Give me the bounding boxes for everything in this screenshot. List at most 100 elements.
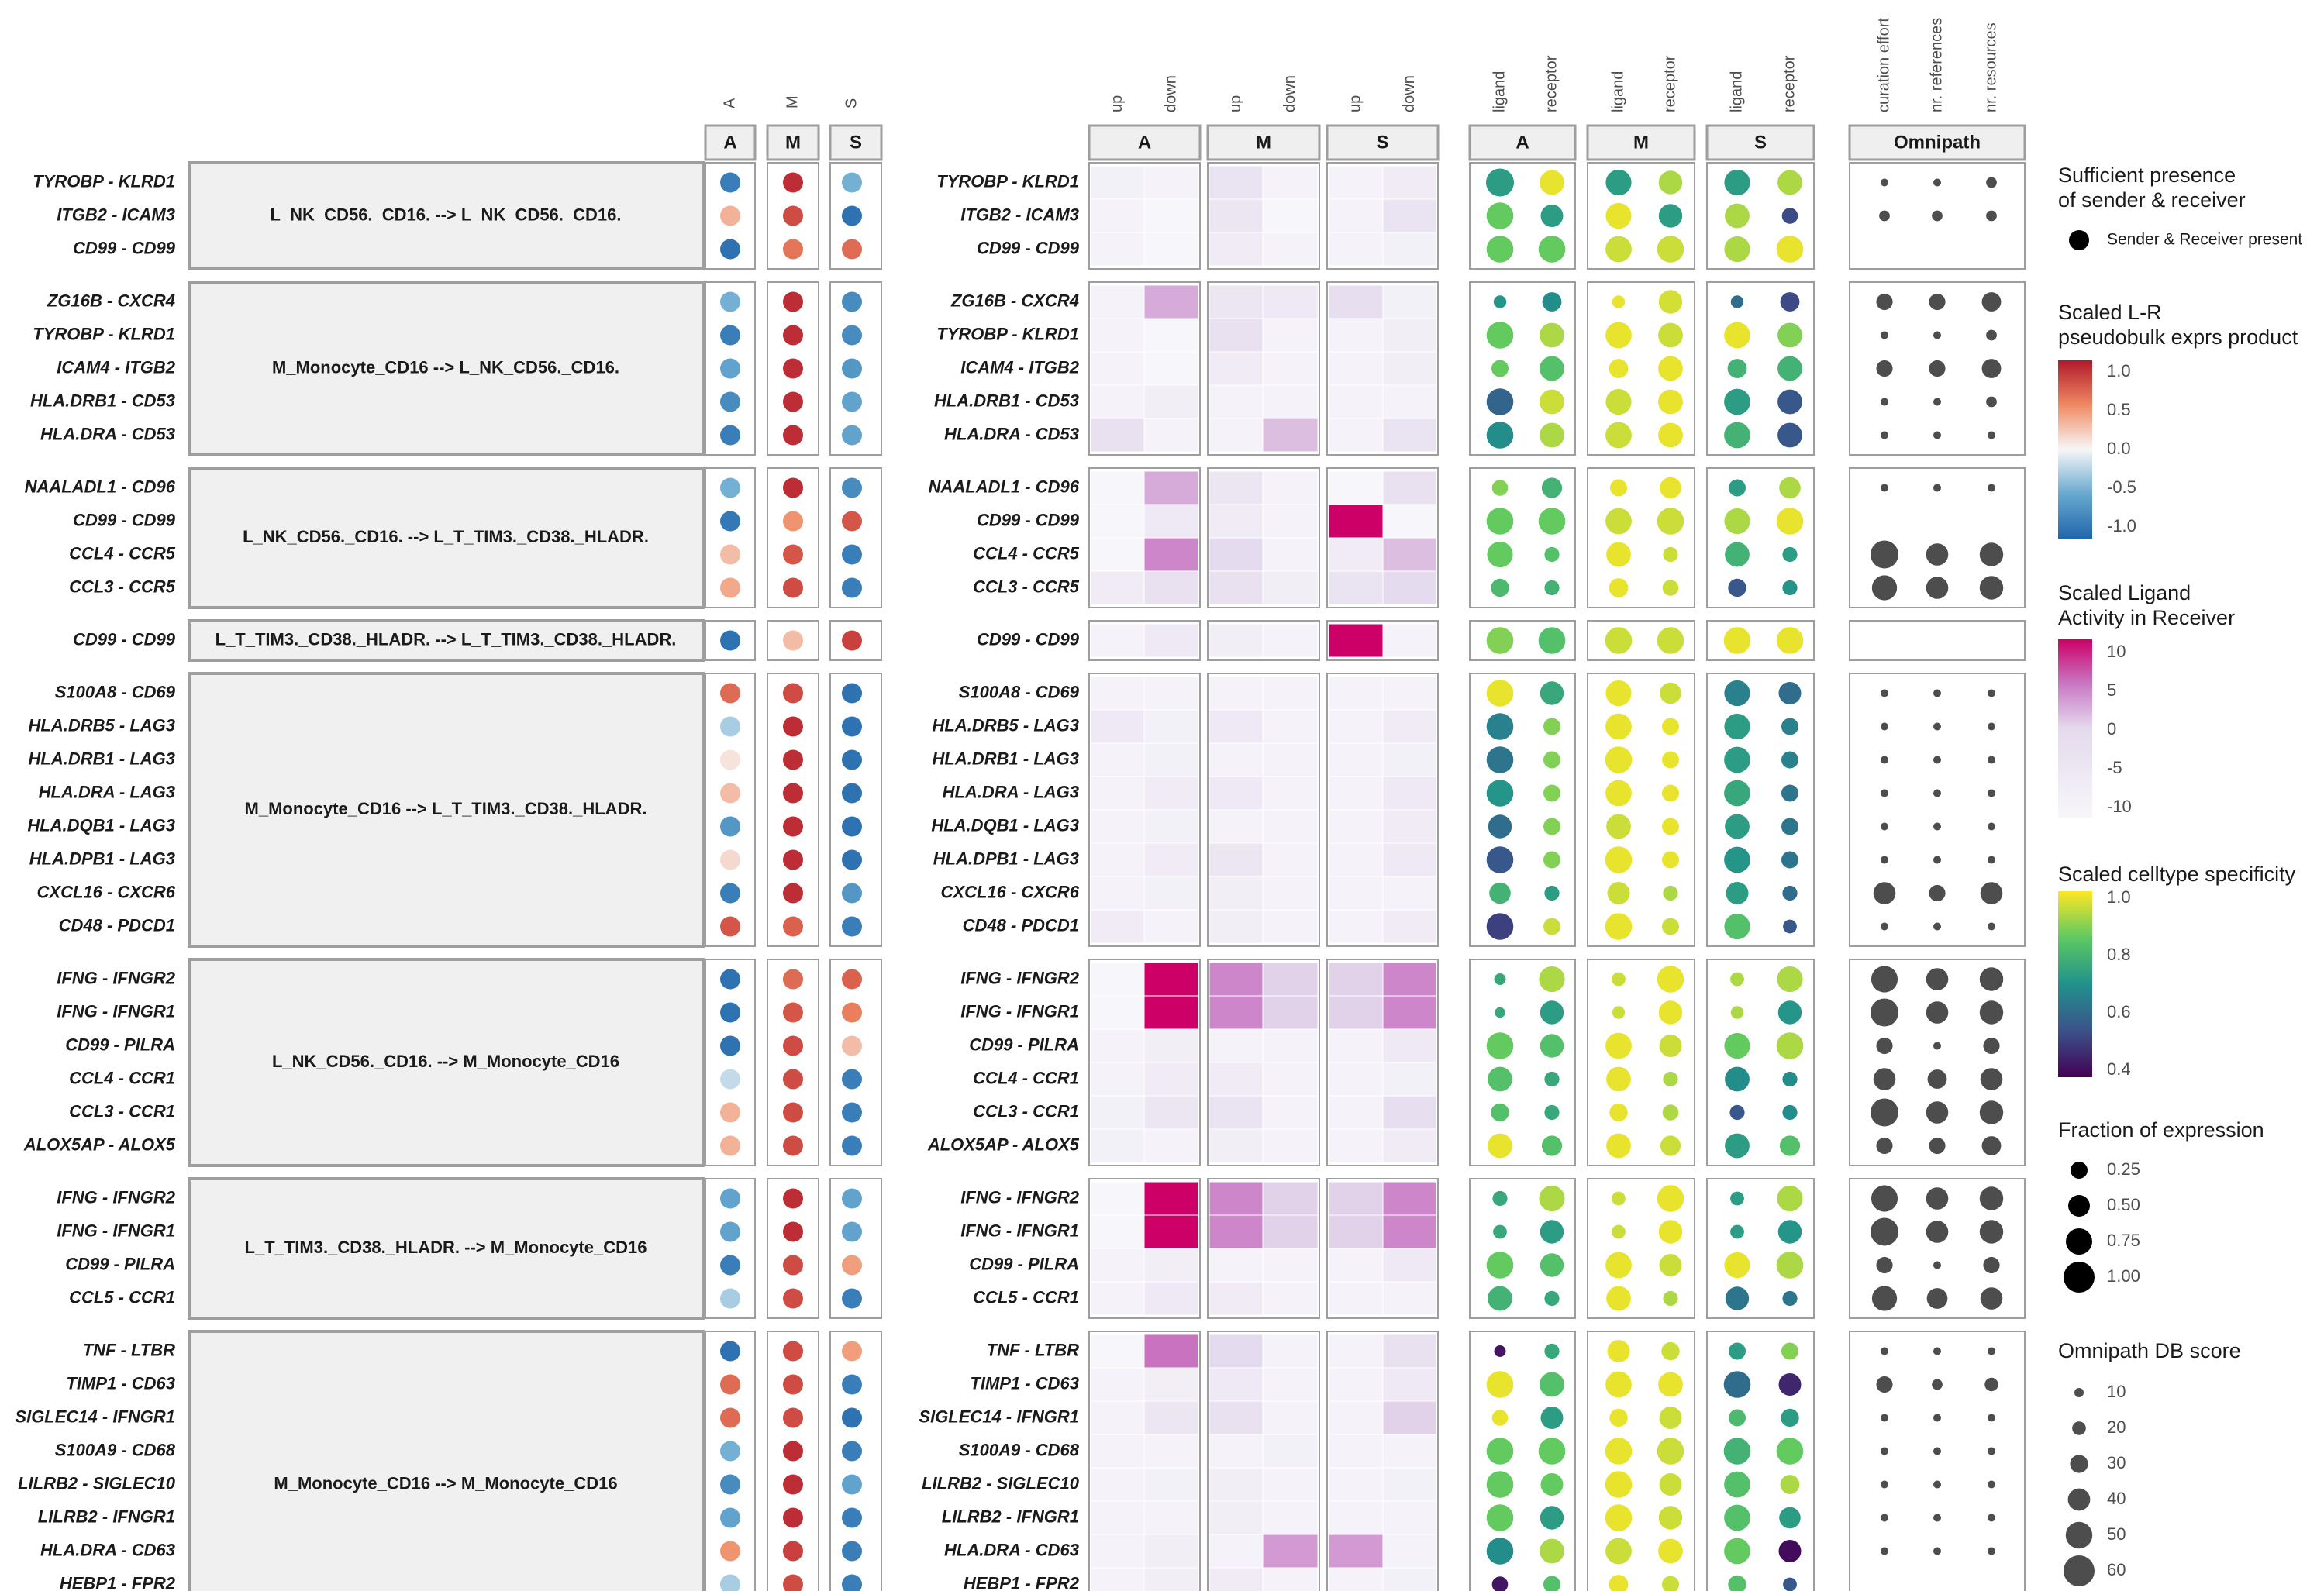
lr-pair-label-left: CD99 - CD99 xyxy=(73,238,176,257)
expression-dot xyxy=(783,1102,803,1123)
lr-pair-label-center: CD48 - PDCD1 xyxy=(963,915,1079,935)
expression-dot xyxy=(842,1507,862,1528)
activity-tile xyxy=(1090,676,1145,711)
lr-pair-label-center: TIMP1 - CD63 xyxy=(970,1373,1079,1393)
activity-tile xyxy=(1143,676,1199,711)
expression-dot xyxy=(720,883,740,904)
lr-pair-label-left: IFNG - IFNGR1 xyxy=(57,1221,175,1240)
sender-receiver-label: L_NK_CD56._CD16. --> L_T_TIM3._CD38._HLA… xyxy=(243,527,649,546)
activity-tile xyxy=(1328,1534,1384,1569)
specificity-tick-label: 0.6 xyxy=(2107,1002,2131,1021)
activity-tile xyxy=(1262,232,1319,267)
expression-dot xyxy=(783,630,803,651)
lr-pair-label-left: ITGB2 - ICAM3 xyxy=(57,205,175,224)
expression-dot xyxy=(720,1002,740,1023)
ligand-specificity-dot xyxy=(1606,814,1631,839)
activity-tile xyxy=(1262,776,1319,811)
receptor-specificity-dot xyxy=(1782,885,1798,901)
omnipath-score-dot xyxy=(1988,822,1995,831)
lr-pair-label-center: S100A8 - CD69 xyxy=(959,682,1080,701)
expression-colorbar xyxy=(2058,360,2092,539)
expression-dot xyxy=(783,358,803,379)
activity-tile xyxy=(1382,842,1437,877)
receptor-specificity-dot xyxy=(1659,1035,1682,1057)
lr-pair-label-center: IFNG - IFNGR2 xyxy=(960,1187,1080,1207)
activity-tile xyxy=(1209,995,1264,1030)
omnipath-score-dot xyxy=(1986,396,1997,408)
expression-dot xyxy=(720,1541,740,1562)
activity-tile xyxy=(1209,1128,1264,1163)
activity-tile xyxy=(1209,1181,1264,1216)
lr-pair-label-left: CCL3 - CCR1 xyxy=(69,1101,175,1121)
activity-tile xyxy=(1382,470,1437,505)
activity-tile xyxy=(1262,1028,1319,1063)
activity-tile xyxy=(1143,351,1199,386)
omnipath-legend-label: 10 xyxy=(2107,1382,2126,1401)
ligand-specificity-dot xyxy=(1609,578,1629,597)
omnipath-score-dot xyxy=(1876,1037,1893,1055)
expression-dot xyxy=(842,325,862,346)
ligand-specificity-dot xyxy=(1494,973,1506,985)
lr-pair-label-center: CD99 - CD99 xyxy=(977,629,1080,649)
receptor-specificity-dot xyxy=(1540,1372,1564,1397)
activity-tile xyxy=(1209,1334,1264,1369)
receptor-specificity-dot xyxy=(1777,322,1802,348)
activity-tile xyxy=(1328,232,1384,267)
specificity-column-label: ligand xyxy=(1609,71,1626,112)
receptor-specificity-dot xyxy=(1543,818,1560,835)
activity-tile xyxy=(1209,623,1264,658)
specificity-column-label: receptor xyxy=(1781,55,1798,112)
expression-panel xyxy=(767,959,819,1166)
ligand-specificity-dot xyxy=(1724,746,1750,773)
ligand-specificity-dot xyxy=(1486,508,1514,535)
receptor-specificity-dot xyxy=(1781,751,1798,769)
expression-dot xyxy=(720,716,740,737)
ligand-specificity-dot xyxy=(1724,236,1750,263)
activity-tile xyxy=(1143,909,1199,944)
ligand-specificity-dot xyxy=(1724,169,1750,196)
fraction-legend-dot xyxy=(2071,1162,2088,1179)
activity-tile xyxy=(1328,1028,1384,1063)
receptor-specificity-dot xyxy=(1658,1000,1683,1025)
fraction-legend-label: 1.00 xyxy=(2107,1266,2140,1286)
omnipath-score-dot xyxy=(1979,967,2004,991)
expression-dot xyxy=(842,683,862,704)
activity-tile xyxy=(1209,809,1264,844)
omnipath-score-dot xyxy=(1933,722,1941,731)
ligand-specificity-dot xyxy=(1612,1224,1626,1239)
omnipath-score-dot xyxy=(1979,1220,2004,1244)
receptor-specificity-dot xyxy=(1663,1290,1678,1307)
expression-dot xyxy=(783,425,803,446)
lr-pair-label-center: HLA.DRA - LAG3 xyxy=(943,782,1079,801)
expression-dot xyxy=(842,1102,862,1123)
receptor-specificity-dot xyxy=(1540,1506,1564,1530)
receptor-specificity-dot xyxy=(1538,627,1566,654)
ligand-specificity-dot xyxy=(1730,1224,1744,1239)
activity-group-header-label: S xyxy=(1376,132,1388,153)
lr-pair-label-center: HLA.DRB1 - LAG3 xyxy=(933,749,1079,768)
omnipath-score-dot xyxy=(1876,360,1893,377)
activity-tile xyxy=(1209,351,1264,386)
activity-tile xyxy=(1382,1095,1437,1130)
expression-dot xyxy=(842,1341,862,1362)
omnipath-score-dot xyxy=(1871,1286,1898,1311)
lr-pair-label-center: CD99 - PILRA xyxy=(969,1035,1079,1054)
expression-dot xyxy=(842,816,862,837)
ligand-specificity-dot xyxy=(1486,746,1514,773)
ligand-specificity-dot xyxy=(1605,322,1632,349)
lr-pair-label-left: HLA.DRB5 - LAG3 xyxy=(29,715,175,735)
omnipath-column-label: nr. references xyxy=(1928,18,1945,112)
activity-tile xyxy=(1209,1281,1264,1316)
fraction-legend-label: 0.25 xyxy=(2107,1159,2140,1179)
activity-tile xyxy=(1262,1095,1319,1130)
expression-dot xyxy=(720,325,740,346)
expression-dot xyxy=(783,1002,803,1023)
ligand-specificity-dot xyxy=(1728,578,1746,597)
activity-tile xyxy=(1262,1567,1319,1591)
activity-tile xyxy=(1209,418,1264,453)
omnipath-score-dot xyxy=(1881,1480,1888,1489)
activity-tile xyxy=(1209,570,1264,605)
receptor-specificity-dot xyxy=(1540,422,1564,448)
expression-dot xyxy=(783,1069,803,1090)
lr-pair-label-left: TIMP1 - CD63 xyxy=(66,1373,175,1393)
